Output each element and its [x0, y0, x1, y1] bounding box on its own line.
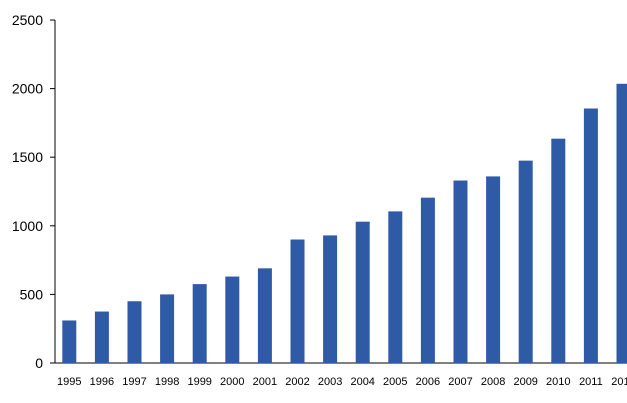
- x-tick-label: 1998: [155, 376, 179, 388]
- x-tick-label: 1996: [90, 376, 114, 388]
- y-tick-label: 1500: [12, 149, 43, 165]
- y-tick-label: 0: [35, 355, 43, 371]
- bar-2001: [257, 268, 272, 363]
- bar-2004: [355, 221, 370, 363]
- x-tick-label: 2005: [383, 376, 407, 388]
- x-tick-label: 2009: [513, 376, 537, 388]
- x-tick-label: 2000: [220, 376, 244, 388]
- x-axis: 1995 1996 1997 1998 1999 2000 2001 2002 2003 2004…: [55, 362, 627, 388]
- x-tick-label: 2007: [448, 376, 472, 388]
- y-axis: 0 500 1000 1500 2000 2500: [12, 12, 56, 371]
- y-tick-label: 500: [20, 286, 44, 302]
- x-tick-label: 2008: [481, 376, 505, 388]
- bar-2007: [453, 180, 468, 363]
- bar-2009: [518, 160, 533, 363]
- x-tick-label: 2010: [546, 376, 570, 388]
- y-tick-label: 2500: [12, 12, 43, 28]
- y-tick-label: 1000: [12, 218, 43, 234]
- x-tick-label: 2002: [285, 376, 309, 388]
- x-tick-label: 1999: [187, 376, 211, 388]
- bar-1998: [160, 294, 175, 363]
- bar-2002: [290, 239, 305, 363]
- bar-1995: [62, 320, 77, 363]
- x-tick-label: 1997: [122, 376, 146, 388]
- x-tick-label: 2006: [416, 376, 440, 388]
- x-tick-label: 2003: [318, 376, 342, 388]
- bar-2005: [388, 211, 403, 363]
- bar-2011: [583, 108, 598, 364]
- bar-1997: [127, 301, 142, 363]
- x-tick-label: 2001: [253, 376, 277, 388]
- bars: [62, 83, 627, 364]
- bar-1999: [192, 284, 207, 363]
- x-tick-label: 2004: [350, 376, 374, 388]
- bar-2012: [616, 83, 627, 364]
- bar-2006: [420, 197, 435, 363]
- x-tick-label: 1995: [57, 376, 81, 388]
- bar-2010: [551, 138, 566, 363]
- bar-2008: [486, 176, 501, 363]
- bar-1996: [94, 311, 109, 363]
- x-tick-label: 2011: [579, 376, 603, 388]
- y-tick-label: 2000: [12, 81, 43, 97]
- bar-2003: [323, 235, 338, 363]
- x-tick-label: 2012: [611, 376, 627, 388]
- bar-2000: [225, 276, 240, 363]
